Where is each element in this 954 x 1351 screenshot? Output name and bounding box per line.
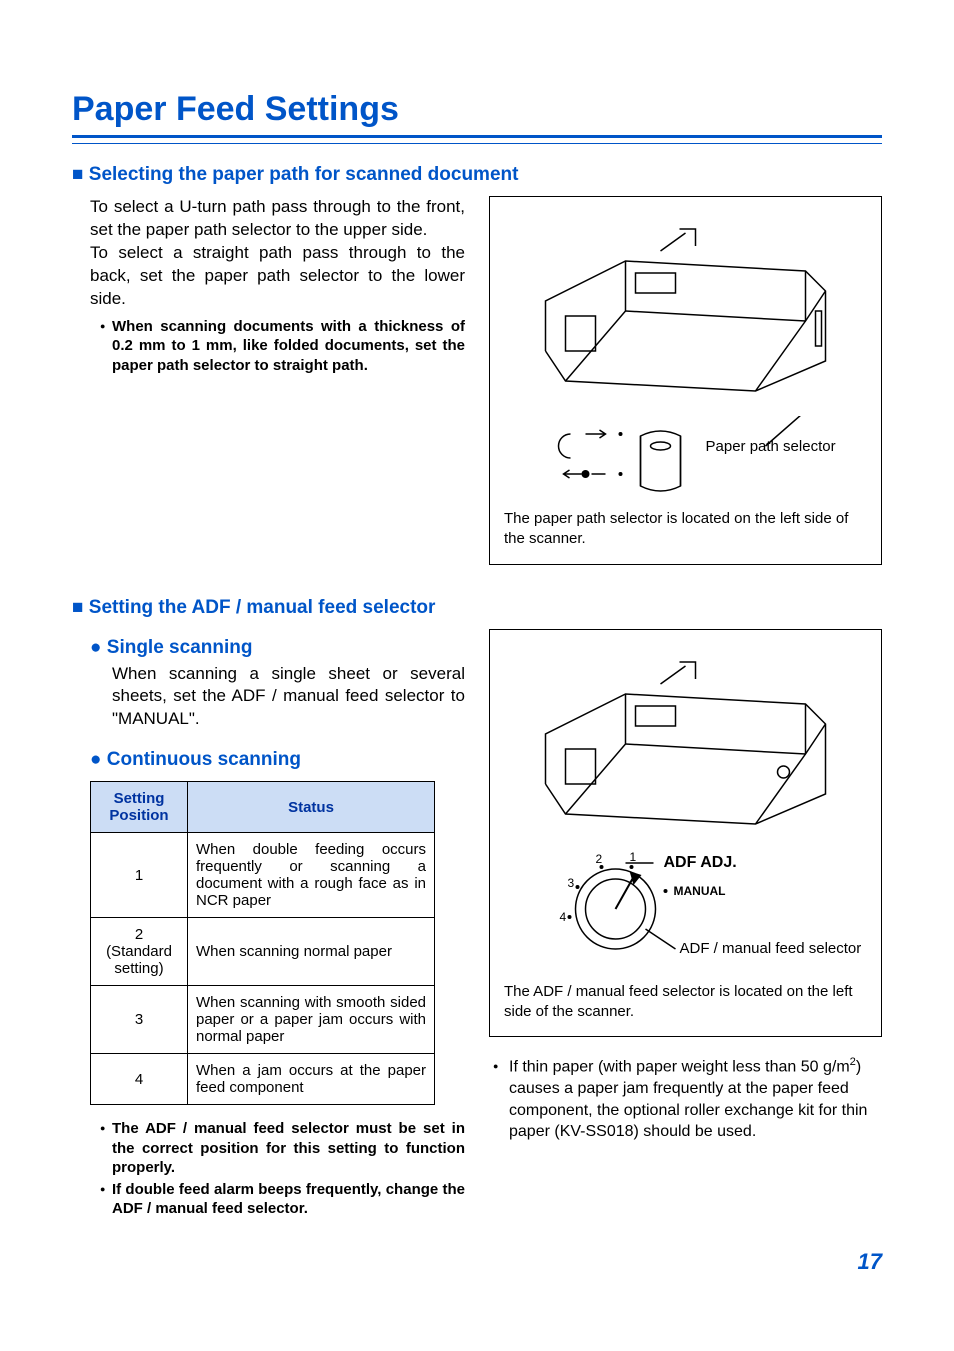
cell-pos-4: 4 (91, 1054, 188, 1105)
cell-status-1: When double feeding occurs frequently or… (188, 833, 435, 918)
adf-adj-label: ADF ADJ. (664, 854, 737, 871)
section1-right: Paper path selector The paper path selec… (489, 196, 882, 583)
scanner-illustration-icon (504, 644, 867, 844)
thin-paper-note-container: If thin paper (with paper weight less th… (493, 1055, 882, 1143)
cell-pos-3: 3 (91, 986, 188, 1054)
section1-bullets: When scanning documents with a thickness… (100, 317, 465, 376)
svg-text:4: 4 (560, 910, 567, 924)
cell-status-3: When scanning with smooth sided paper or… (188, 986, 435, 1054)
table-row: 1 When double feeding occurs frequently … (91, 833, 435, 918)
cell-status-2: When scanning normal paper (188, 918, 435, 986)
svg-text:2: 2 (596, 852, 603, 866)
figure-paper-path: Paper path selector The paper path selec… (489, 196, 882, 565)
page-number: 17 (858, 1249, 882, 1275)
col-setting-position: Setting Position (91, 782, 188, 833)
cell-pos-2: 2 (Standard setting) (91, 918, 188, 986)
section1-para1: To select a U-turn path pass through to … (90, 196, 465, 242)
table-row: 2 (Standard setting) When scanning norma… (91, 918, 435, 986)
section2-bullet1: The ADF / manual feed selector must be s… (100, 1119, 465, 1178)
paper-path-selector-icon: Paper path selector (504, 416, 867, 496)
title-divider (72, 135, 882, 144)
section2-bullets: The ADF / manual feed selector must be s… (100, 1119, 465, 1219)
figure2-label: ADF / manual feed selector (680, 940, 862, 957)
table-header-row: Setting Position Status (91, 782, 435, 833)
figure-adf-selector: 1 2 3 4 ADF ADJ. MANUAL ADF / manual fee… (489, 629, 882, 1038)
svg-text:1: 1 (630, 850, 637, 864)
section2-bullet2: If double feed alarm beeps frequently, c… (100, 1180, 465, 1219)
thin-note-unit: g/m (823, 1058, 850, 1075)
sub-heading-single: Single scanning (90, 637, 465, 659)
section2-left: Single scanning When scanning a single s… (72, 629, 465, 1221)
section1-para2: To select a straight path pass through t… (90, 242, 465, 311)
page: Paper Feed Settings Selecting the paper … (0, 0, 954, 1351)
figure1-caption: The paper path selector is located on th… (504, 509, 867, 550)
section-heading-paper-path: Selecting the paper path for scanned doc… (72, 164, 882, 186)
figure2-caption: The ADF / manual feed selector is locate… (504, 982, 867, 1023)
sub-heading-continuous: Continuous scanning (90, 749, 465, 771)
manual-label: MANUAL (674, 884, 726, 898)
scanner-illustration-icon (504, 211, 867, 411)
cell-status-4: When a jam occurs at the paper feed comp… (188, 1054, 435, 1105)
cell-pos-1: 1 (91, 833, 188, 918)
section2-columns: Single scanning When scanning a single s… (72, 629, 882, 1221)
single-body: When scanning a single sheet or several … (112, 663, 465, 732)
thin-paper-note: If thin paper (with paper weight less th… (493, 1055, 882, 1143)
settings-table: Setting Position Status 1 When double fe… (90, 781, 435, 1105)
section1-bullet1: When scanning documents with a thickness… (100, 317, 465, 376)
adf-dial-icon: 1 2 3 4 ADF ADJ. MANUAL ADF / manual fee… (504, 849, 867, 969)
table-row: 4 When a jam occurs at the paper feed co… (91, 1054, 435, 1105)
table-row: 3 When scanning with smooth sided paper … (91, 986, 435, 1054)
page-title: Paper Feed Settings (72, 90, 882, 133)
svg-text:3: 3 (568, 876, 575, 890)
section1-columns: To select a U-turn path pass through to … (72, 196, 882, 583)
section2-right: 1 2 3 4 ADF ADJ. MANUAL ADF / manual fee… (489, 629, 882, 1221)
section1-left: To select a U-turn path pass through to … (72, 196, 465, 583)
col-status: Status (188, 782, 435, 833)
section-heading-adf: Setting the ADF / manual feed selector (72, 597, 882, 619)
figure1-label: Paper path selector (706, 438, 836, 455)
thin-note-pre: If thin paper (with paper weight less th… (509, 1058, 823, 1075)
